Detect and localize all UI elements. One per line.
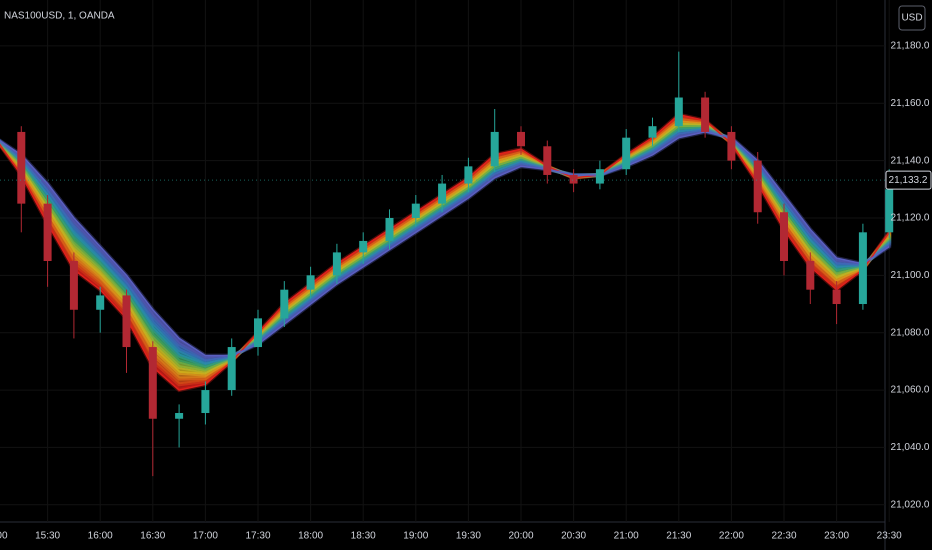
candle-body — [359, 240, 368, 253]
candle-body — [438, 183, 447, 204]
candle-body — [17, 131, 26, 204]
candle-body — [674, 97, 683, 127]
candle-body — [727, 131, 736, 161]
candle-body — [648, 126, 657, 138]
candle-body — [832, 289, 841, 305]
x-tick-label: 22:00 — [719, 531, 744, 542]
candle-body — [622, 137, 631, 170]
candle-body — [858, 232, 867, 305]
x-tick-label: 18:30 — [351, 531, 376, 542]
x-tick-label: 19:00 — [403, 531, 428, 542]
candle-body — [254, 318, 262, 348]
y-tick-label: 21,180.0 — [891, 41, 930, 52]
x-tick-label: 15:30 — [35, 531, 60, 542]
ribbon-band — [0, 126, 892, 368]
candle-body — [780, 212, 788, 261]
ribbon-band — [0, 127, 892, 365]
candle-body — [701, 97, 710, 132]
x-tick-label: 16:00 — [88, 531, 113, 542]
candle-body — [69, 261, 78, 310]
y-tick-label: 21,060.0 — [891, 385, 930, 396]
x-tick-label: 21:30 — [666, 531, 691, 542]
x-tick-label: 23:30 — [877, 531, 902, 542]
y-tick-label: 21,020.0 — [891, 499, 930, 510]
candle-body — [332, 252, 341, 276]
currency-label[interactable]: USD — [901, 13, 922, 24]
y-tick-label: 21,160.0 — [891, 98, 930, 109]
candle-body — [753, 160, 762, 213]
candle-body — [122, 295, 131, 348]
candle-body — [517, 131, 525, 147]
y-tick-label: 21,100.0 — [891, 270, 930, 281]
candle-body — [490, 131, 499, 167]
x-tick-label: 17:00 — [193, 531, 218, 542]
x-tick-label: 20:00 — [508, 531, 533, 542]
y-tick-label: 21,080.0 — [891, 327, 930, 338]
candle-body — [569, 174, 578, 184]
currency-button[interactable] — [898, 5, 926, 31]
symbol-title: NAS100USD, 1, OANDA — [4, 11, 115, 22]
candle-body — [411, 203, 420, 218]
x-tick-label: 17:30 — [245, 531, 270, 542]
x-tick-label: 16:30 — [140, 531, 165, 542]
x-tick-label: 22:30 — [771, 531, 796, 542]
candle-body — [464, 166, 473, 184]
candle-body — [806, 261, 815, 290]
candle-body — [543, 146, 552, 175]
candle-body — [96, 295, 105, 310]
x-tick-label: 18:00 — [298, 531, 323, 542]
candle-body — [385, 217, 394, 241]
last-price-label: 21,133.2 — [889, 175, 928, 186]
candle-body — [175, 413, 184, 419]
candle-body — [306, 275, 315, 290]
x-tick-label: 20:30 — [561, 531, 586, 542]
slow-ema-line — [0, 131, 890, 357]
candle-body — [595, 169, 604, 184]
candle-body — [148, 347, 157, 419]
candle-body — [885, 189, 894, 233]
x-tick-label: 15:00 — [0, 531, 8, 542]
x-tick-label: 21:00 — [614, 531, 639, 542]
plot-area — [0, 0, 894, 522]
candle-body — [280, 289, 289, 319]
x-tick-label: 19:30 — [456, 531, 481, 542]
y-tick-label: 21,040.0 — [891, 442, 930, 453]
y-tick-label: 21,140.0 — [891, 155, 930, 166]
candle-body — [227, 347, 236, 391]
y-tick-label: 21,120.0 — [891, 213, 930, 224]
last-price-box — [885, 170, 932, 190]
candle-body — [201, 390, 210, 414]
candle-body — [43, 203, 52, 261]
x-tick-label: 23:00 — [824, 531, 849, 542]
